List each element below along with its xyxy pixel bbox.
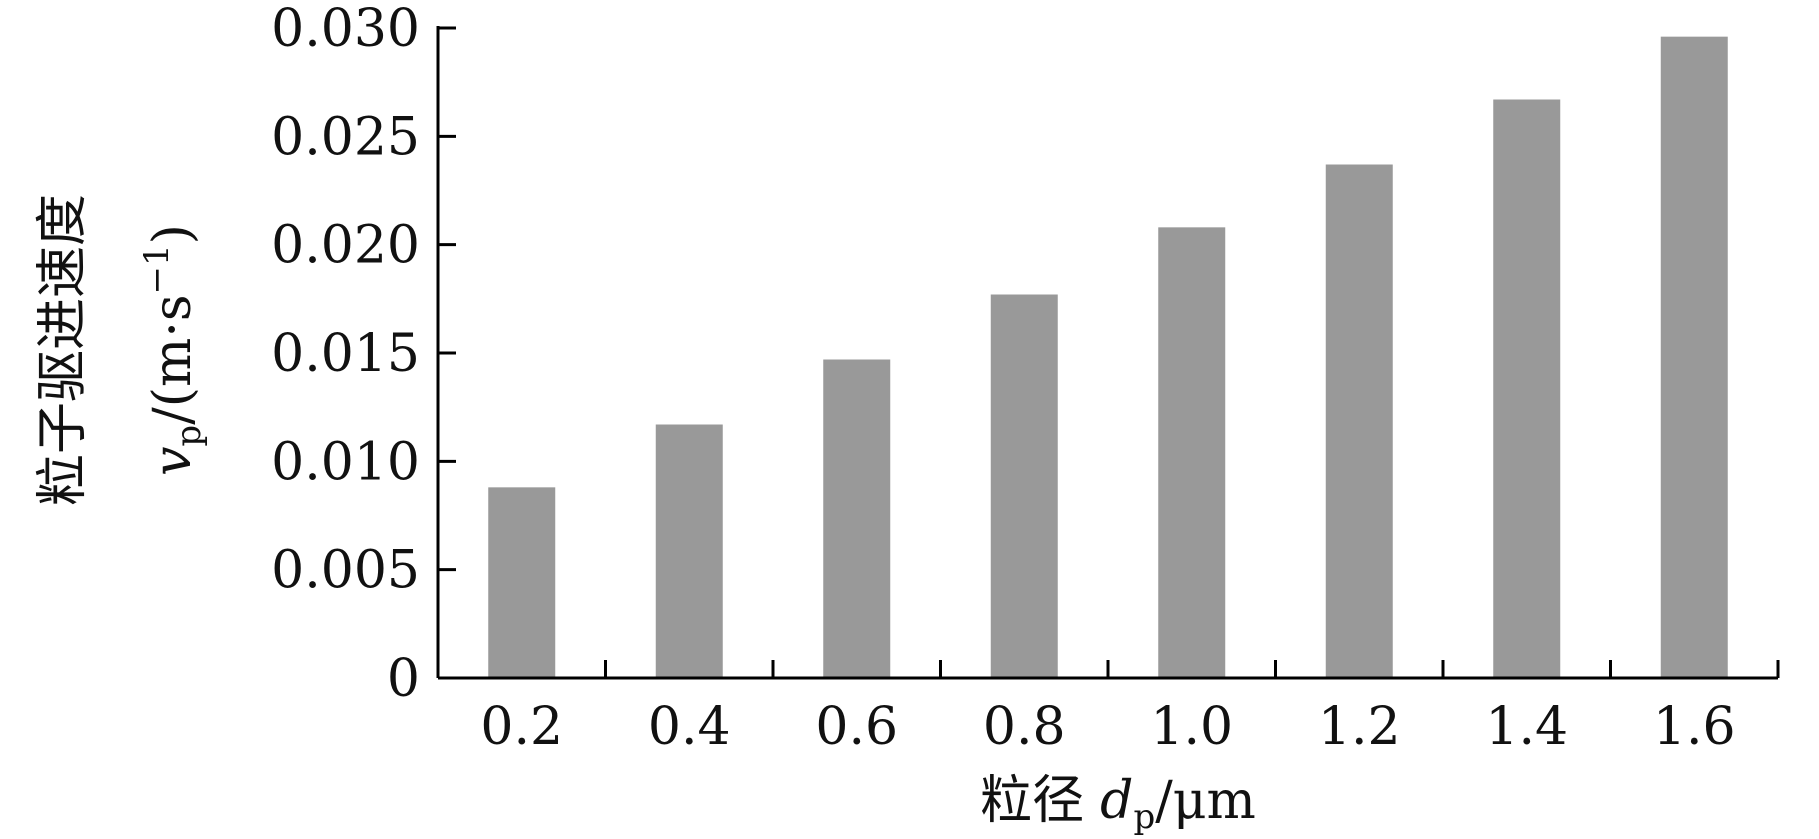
svg-text:粒子驱进速度: 粒子驱进速度 — [33, 194, 93, 506]
x-tick-label: 1.2 — [1318, 697, 1401, 757]
y-tick-label: 0 — [387, 649, 420, 709]
y-axis-unit-close: ) — [143, 224, 203, 244]
y-ticks-group: 0 0.005 0.010 0.015 0.020 0.025 0.030 — [271, 0, 456, 709]
x-tick-label: 0.2 — [480, 697, 563, 757]
x-tick-label: 0.4 — [648, 697, 731, 757]
bar-1.4 — [1493, 99, 1561, 678]
bar-0.6 — [823, 359, 891, 678]
y-tick-label: 0.030 — [271, 0, 420, 59]
x-tick-label: 0.6 — [815, 697, 898, 757]
bar-0.4 — [655, 424, 723, 678]
y-tick-label: 0.005 — [271, 541, 420, 601]
bar-1.6 — [1660, 36, 1728, 678]
y-axis-variable-sub: p — [169, 425, 209, 447]
x-tick-label: 1.0 — [1150, 697, 1233, 757]
y-tick-label: 0.015 — [271, 324, 420, 384]
bar-1.0 — [1158, 227, 1226, 679]
y-axis-variable: v — [143, 447, 203, 476]
x-axis-variable-sub: p — [1133, 797, 1155, 837]
y-axis-title: 粒子驱进速度 vp/(m·s−1) — [33, 194, 209, 506]
y-tick-label: 0.020 — [271, 216, 420, 276]
y-axis-unit-exponent: −1 — [137, 244, 177, 294]
x-axis-unit: /μm — [1155, 771, 1256, 831]
y-axis-unit: /(m·s — [143, 294, 203, 424]
axes-group — [436, 26, 1778, 680]
bar-0.8 — [990, 294, 1058, 678]
bar-0.2 — [488, 487, 556, 678]
x-axis-title-text: 粒径 — [980, 771, 1084, 831]
x-tick-label: 1.4 — [1485, 697, 1568, 757]
y-tick-label: 0.010 — [271, 432, 420, 492]
y-axis-title-line1: 粒子驱进速度 — [33, 194, 93, 506]
x-tick-label: 1.6 — [1653, 697, 1736, 757]
y-tick-label: 0.025 — [271, 107, 420, 167]
x-tick-label: 0.8 — [983, 697, 1066, 757]
svg-text:vp/(m·s−1): vp/(m·s−1) — [137, 224, 209, 476]
x-axis-title: 粒径 dp/μm — [980, 771, 1256, 837]
bars-group — [488, 36, 1728, 679]
x-ticks-group: 0.2 0.4 0.6 0.8 1.0 1.2 1.4 1.6 — [480, 660, 1780, 757]
x-axis-variable: d — [1100, 771, 1133, 831]
bar-1.2 — [1325, 164, 1393, 678]
